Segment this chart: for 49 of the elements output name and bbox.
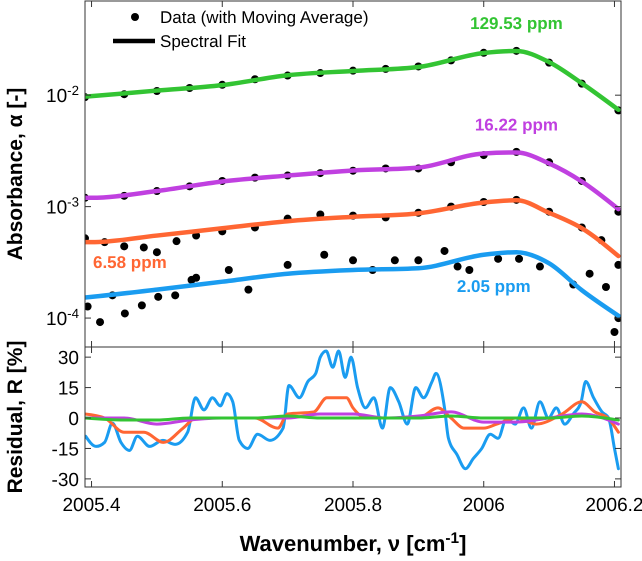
x-tick-label: 2006 <box>462 495 505 516</box>
point <box>140 243 148 252</box>
point <box>610 328 618 336</box>
point <box>515 254 524 263</box>
y-tick-label: 15 <box>58 378 79 400</box>
y-tick-label: 10$^{-2}$ <box>46 82 79 108</box>
point <box>390 256 399 264</box>
point <box>85 302 92 310</box>
y-tick-label: -30 <box>52 470 79 491</box>
point <box>224 266 233 274</box>
point <box>349 256 357 264</box>
x-axis-title: Wavenumber, ν [cm$^{-1}$] <box>240 530 466 556</box>
point <box>120 309 129 318</box>
point <box>494 254 502 263</box>
point <box>440 246 449 255</box>
point <box>152 248 161 256</box>
point <box>244 286 252 294</box>
point <box>96 318 104 326</box>
point <box>454 262 462 271</box>
point <box>602 283 610 291</box>
y-axis-title: Absorbance, α [-] <box>4 88 27 260</box>
series-label: 2.05 ppm <box>456 277 531 296</box>
point <box>465 266 474 274</box>
y-axis-title: Residual, R [%] <box>4 340 27 494</box>
x-tick-label: 2005.6 <box>193 495 252 516</box>
point <box>138 301 146 310</box>
y-tick-label: 10$^{-3}$ <box>46 194 79 219</box>
point <box>320 250 328 259</box>
legend-label: Data (with Moving Average) <box>160 8 369 27</box>
series-label: 6.58 ppm <box>93 253 167 272</box>
y-tick-label: 30 <box>58 348 79 370</box>
point <box>536 262 544 271</box>
point <box>414 256 422 264</box>
point <box>171 291 180 300</box>
point <box>586 270 594 278</box>
series-label: 129.53 ppm <box>470 14 563 34</box>
series-label: 16.22 ppm <box>474 115 558 134</box>
y-tick-label: 10$^{-4}$ <box>46 306 79 330</box>
point <box>192 274 200 282</box>
point <box>172 237 181 246</box>
y-tick-label: 0 <box>68 409 79 430</box>
x-tick-label: 2005.4 <box>62 495 122 516</box>
point <box>614 260 621 269</box>
y-tick-label: -15 <box>52 439 79 460</box>
point <box>120 242 128 250</box>
x-tick-label: 2005.8 <box>324 495 382 516</box>
point <box>284 260 292 269</box>
legend-label: Spectral Fit <box>160 32 246 51</box>
point <box>154 292 162 301</box>
